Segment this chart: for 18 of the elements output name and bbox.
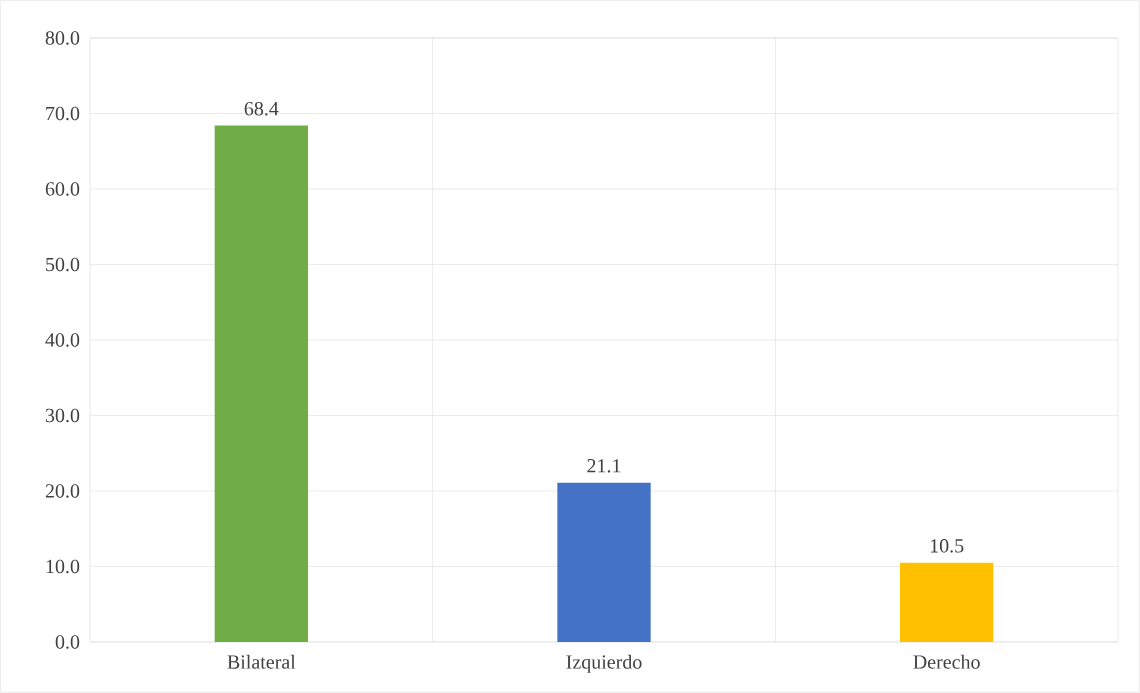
data-label: 68.4 [244, 101, 279, 116]
y-tick-label: 60.0 [45, 182, 80, 196]
y-tick-label: 70.0 [46, 106, 80, 121]
data-label: 10.5 [930, 539, 964, 553]
data-label: 21.1 [587, 459, 621, 473]
y-tick-label: 10.0 [46, 559, 80, 574]
bar [900, 562, 994, 642]
x-tick-label: Derecho [913, 654, 980, 669]
y-tick-label: 0.0 [55, 635, 80, 649]
y-tick-label: 20.0 [45, 484, 80, 498]
bar [557, 482, 651, 642]
x-tick-label: Izquierdo [566, 654, 642, 673]
bar [214, 125, 309, 642]
y-tick-label: 80.0 [45, 31, 80, 45]
y-tick-label: 30.0 [45, 408, 80, 423]
y-tick-label: 40.0 [45, 333, 80, 347]
y-tick-label: 50.0 [46, 257, 80, 272]
x-tick-label: Bilateral [227, 654, 296, 669]
